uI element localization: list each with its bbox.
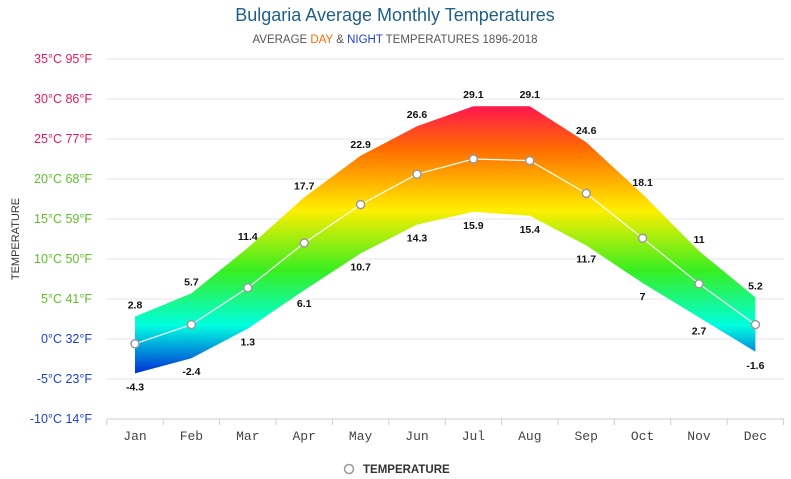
y-tick-label: -5°C 23°F — [37, 372, 93, 386]
y-tick-label: 30°C 86°F — [34, 92, 92, 106]
night-data-label: 11.7 — [576, 253, 596, 265]
night-data-label: 10.7 — [350, 261, 371, 273]
mean-point[interactable] — [130, 339, 140, 349]
legend[interactable]: TEMPERATURE — [343, 463, 451, 476]
y-axis-ticks: 35°C 95°F 30°C 86°F 25°C 77°F 20°C 68°F 15°C… — [30, 52, 92, 426]
night-data-label: 6.1 — [297, 298, 312, 310]
x-tick-label: Mar — [236, 429, 259, 444]
legend-label-temperature[interactable]: TEMPERATURE — [363, 464, 450, 476]
mean-point[interactable] — [694, 279, 704, 289]
day-data-label: 29.1 — [520, 89, 541, 101]
y-tick-label: 0°C 32°F — [41, 332, 92, 346]
day-data-label: 22.9 — [350, 139, 371, 151]
day-data-label: 11.4 — [238, 231, 258, 243]
y-axis-title: TEMPERATURE — [10, 198, 22, 280]
night-data-label: 14.3 — [407, 233, 428, 245]
night-data-label: 1.3 — [240, 337, 255, 349]
day-data-label: 5.7 — [184, 276, 199, 288]
chart-subtitle: AVERAGE DAY & NIGHT TEMPERATURES 1896-20… — [252, 34, 537, 46]
y-tick-label: 15°C 59°F — [34, 212, 92, 226]
x-tick-label: Jul — [462, 429, 486, 444]
data-labels: 2.8 5.7 11.4 17.7 22.9 26.6 29.1 29.1 24.6 18.1 11… — [126, 89, 765, 393]
mean-point[interactable] — [299, 238, 309, 248]
x-tick-label: Aug — [518, 429, 541, 444]
x-tick-label: May — [349, 429, 373, 444]
x-tick-label: Feb — [180, 429, 203, 444]
mean-point[interactable] — [468, 154, 479, 164]
x-tick-label: Jun — [405, 429, 428, 444]
night-data-label: 7 — [640, 291, 646, 303]
x-tick-label: Nov — [687, 429, 711, 444]
mean-point[interactable] — [525, 155, 535, 166]
night-data-label: -4.3 — [126, 381, 144, 393]
mean-temperature-series — [130, 154, 761, 349]
night-data-label: 15.4 — [520, 224, 541, 236]
day-data-label: 11 — [693, 234, 704, 246]
temperature-range-area — [135, 106, 756, 374]
day-night-band — [135, 106, 756, 374]
x-tick-label: Dec — [744, 429, 767, 444]
x-tick-label: Oct — [631, 429, 654, 444]
subtitle-day: DAY — [310, 34, 333, 46]
chart-title: Bulgaria Average Monthly Temperatures — [235, 5, 555, 25]
day-data-label: 17.7 — [294, 180, 315, 192]
mean-point[interactable] — [637, 233, 648, 243]
mean-temperature-line — [134, 158, 756, 345]
y-tick-label: 5°C 41°F — [41, 292, 92, 306]
day-data-label: 18.1 — [632, 177, 653, 189]
night-data-label: -2.4 — [182, 366, 200, 378]
mean-point[interactable] — [412, 169, 422, 179]
day-data-label: 26.6 — [407, 109, 428, 121]
day-data-label: 29.1 — [463, 89, 484, 101]
y-tick-label: -10°C 14°F — [30, 412, 92, 426]
y-tick-label: 10°C 50°F — [34, 252, 92, 266]
mean-point[interactable] — [355, 199, 366, 210]
y-tick-label: 35°C 95°F — [34, 52, 92, 66]
subtitle-prefix: AVERAGE — [252, 34, 310, 46]
day-data-label: 24.6 — [576, 125, 597, 137]
subtitle-suffix: TEMPERATURES 1896-2018 — [383, 34, 538, 46]
mean-point[interactable] — [243, 283, 253, 293]
night-data-label: 2.7 — [692, 325, 707, 337]
x-tick-label: Apr — [292, 429, 315, 444]
mean-point[interactable] — [750, 319, 761, 330]
day-data-label: 5.2 — [748, 280, 763, 292]
legend-marker-icon — [343, 463, 355, 475]
y-tick-label: 25°C 77°F — [34, 132, 92, 146]
x-tick-label: Jan — [123, 429, 146, 444]
x-tick-label: Sep — [574, 429, 597, 444]
mean-point[interactable] — [581, 188, 591, 199]
night-data-label: 15.9 — [463, 220, 484, 232]
y-tick-label: 20°C 68°F — [34, 172, 92, 186]
subtitle-amp: & — [333, 34, 347, 46]
night-data-label: -1.6 — [746, 360, 764, 372]
day-data-label: 2.8 — [128, 300, 143, 312]
mean-point[interactable] — [186, 319, 197, 330]
subtitle-night: NIGHT — [347, 34, 383, 46]
x-axis: Jan Feb Mar Apr May Jun Jul Aug Sep Oct Nov Dec — [106, 418, 785, 444]
